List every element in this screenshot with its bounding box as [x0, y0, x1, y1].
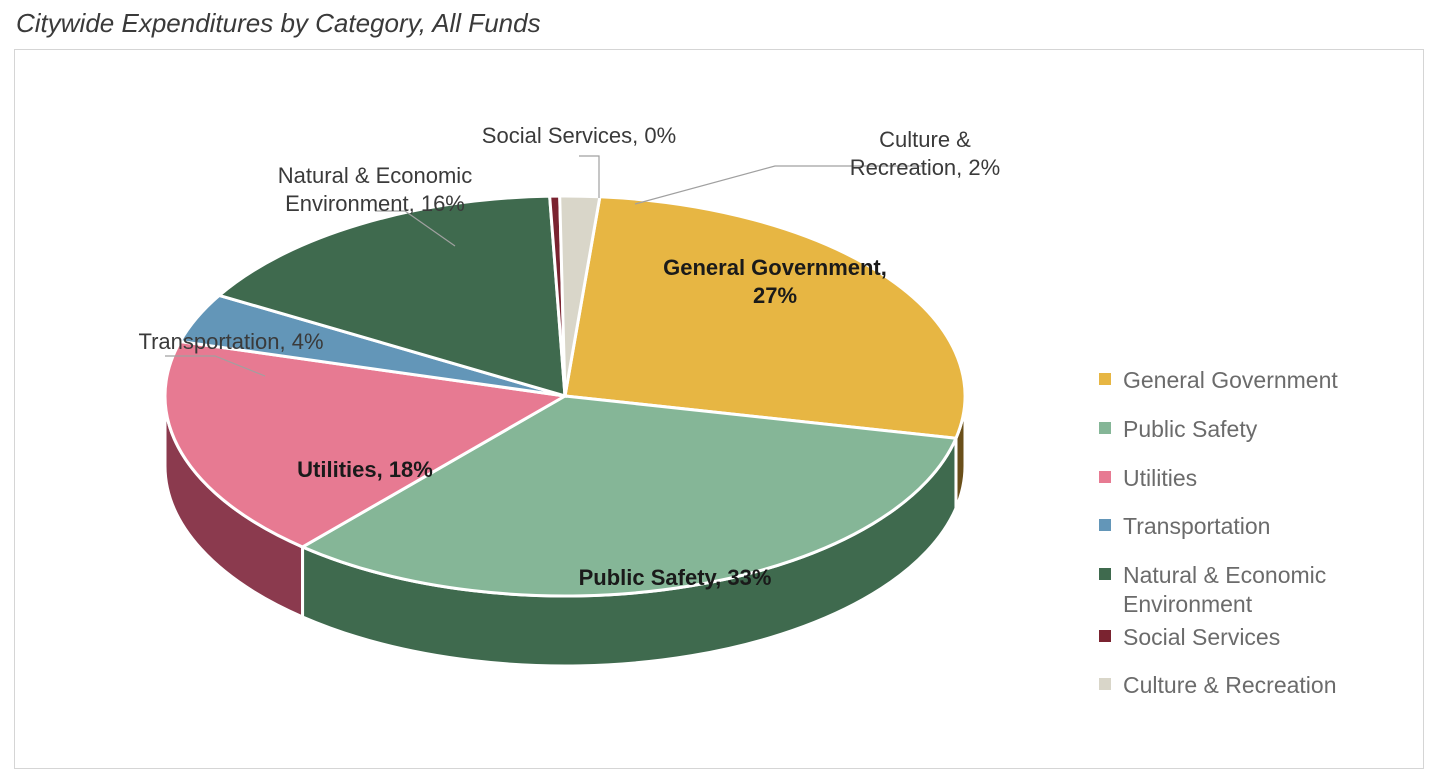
legend-label: Utilities: [1123, 464, 1399, 493]
chart-panel: General Government,27% Public Safety, 33%…: [14, 49, 1424, 769]
callout-public_safety: Public Safety, 33%: [525, 564, 825, 592]
legend-item-public_safety: Public Safety: [1099, 415, 1399, 444]
callout-line: Environment, 16%: [225, 190, 525, 218]
legend-item-natural_economic: Natural & Economic Environment: [1099, 561, 1399, 619]
callout-social_services: Social Services, 0%: [449, 122, 709, 150]
legend-label: Social Services: [1123, 623, 1399, 652]
chart-title: Citywide Expenditures by Category, All F…: [16, 8, 1420, 39]
callout-line: Utilities, 18%: [255, 456, 475, 484]
callout-transportation: Transportation, 4%: [101, 328, 361, 356]
legend-swatch: [1099, 471, 1111, 483]
legend-item-utilities: Utilities: [1099, 464, 1399, 493]
legend-swatch: [1099, 422, 1111, 434]
legend-item-social_services: Social Services: [1099, 623, 1399, 652]
legend-label: Culture & Recreation: [1123, 671, 1399, 700]
callout-culture_recreation: Culture &Recreation, 2%: [815, 126, 1035, 181]
callout-natural_economic: Natural & EconomicEnvironment, 16%: [225, 162, 525, 217]
callout-line: 27%: [635, 282, 915, 310]
legend: General Government Public Safety Utilities…: [1099, 366, 1399, 720]
callout-line: Culture &: [815, 126, 1035, 154]
callout-utilities: Utilities, 18%: [255, 456, 475, 484]
callout-line: Public Safety, 33%: [525, 564, 825, 592]
legend-item-culture_recreation: Culture & Recreation: [1099, 671, 1399, 700]
legend-item-general_government: General Government: [1099, 366, 1399, 395]
legend-swatch: [1099, 519, 1111, 531]
callout-line: Transportation, 4%: [101, 328, 361, 356]
legend-label: Public Safety: [1123, 415, 1399, 444]
legend-swatch: [1099, 568, 1111, 580]
legend-swatch: [1099, 373, 1111, 385]
callout-line: Natural & Economic: [225, 162, 525, 190]
legend-swatch: [1099, 630, 1111, 642]
callout-general_government: General Government,27%: [635, 254, 915, 309]
leader-line-social_services: [579, 156, 599, 198]
legend-label: Transportation: [1123, 512, 1399, 541]
callout-line: Recreation, 2%: [815, 154, 1035, 182]
legend-label: General Government: [1123, 366, 1399, 395]
callout-line: General Government,: [635, 254, 915, 282]
legend-item-transportation: Transportation: [1099, 512, 1399, 541]
chart-container: Citywide Expenditures by Category, All F…: [0, 0, 1434, 782]
legend-label: Natural & Economic Environment: [1123, 561, 1399, 619]
legend-swatch: [1099, 678, 1111, 690]
callout-line: Social Services, 0%: [449, 122, 709, 150]
